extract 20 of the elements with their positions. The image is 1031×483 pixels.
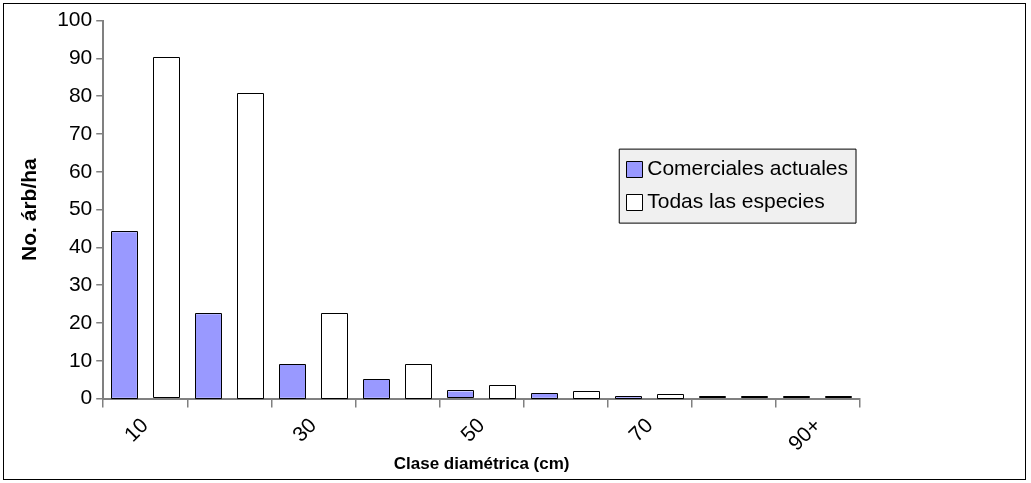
- y-tick-label: 50: [68, 196, 93, 220]
- x-tick-label: 90+: [783, 413, 825, 455]
- y-tick-label: 10: [68, 347, 93, 371]
- x-axis-title: Clase diamétrica (cm): [393, 454, 570, 474]
- x-tick-label: 70: [623, 413, 657, 446]
- y-tick-label: 40: [68, 234, 93, 258]
- x-tick-label: 10: [119, 413, 153, 446]
- x-tick-label: 30: [287, 413, 321, 446]
- y-tick-label: 20: [68, 309, 93, 333]
- y-tick-label: 80: [68, 83, 93, 106]
- legend-label: Comerciales actuales: [647, 156, 849, 180]
- x-tick-label: 50: [455, 413, 489, 446]
- legend-label: Todas las especies: [647, 189, 825, 213]
- y-tick-label: 30: [68, 271, 93, 295]
- y-tick-label: 100: [57, 7, 93, 31]
- y-tick-label: 70: [68, 120, 93, 144]
- y-tick-label: 90: [68, 45, 93, 69]
- y-axis-title: No. árb/ha: [17, 157, 41, 261]
- y-tick-label: 0: [80, 385, 93, 409]
- y-tick-label: 60: [68, 158, 93, 182]
